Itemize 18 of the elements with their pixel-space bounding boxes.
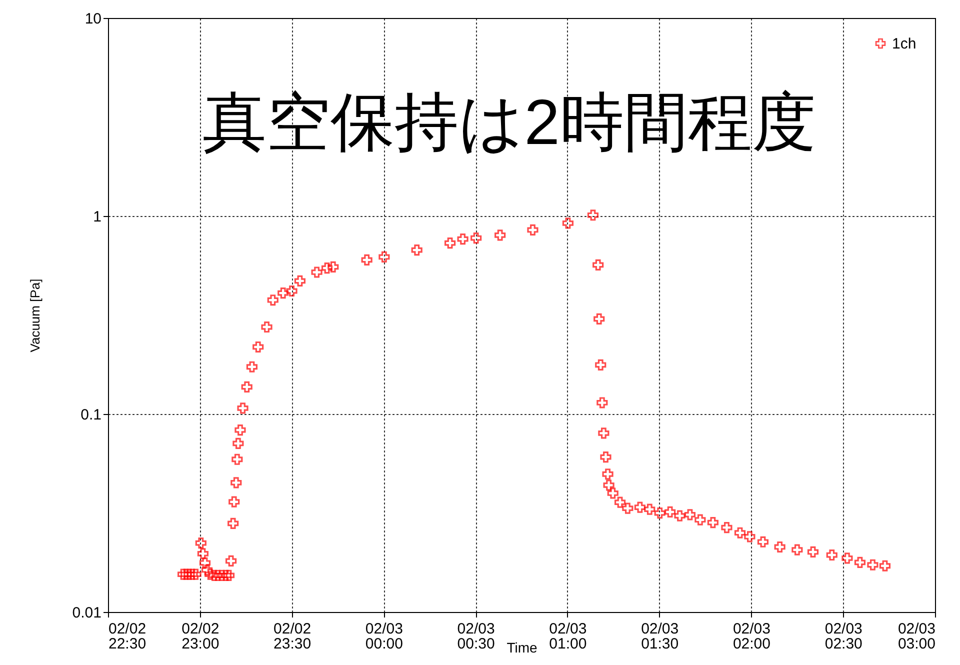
x-tick-label: 02/03 02:30 <box>824 620 862 652</box>
x-tick-label: 02/02 22:30 <box>108 620 146 652</box>
x-tick-label: 02/03 02:00 <box>732 620 770 652</box>
x-axis-title: Time <box>506 640 538 656</box>
x-tick-label: 02/03 00:30 <box>457 620 495 652</box>
y-tick-label: 10 <box>84 10 102 28</box>
x-tick-label: 02/02 23:30 <box>274 620 312 652</box>
y-tick-label: 0.1 <box>80 406 102 424</box>
annotation: 真空保持は2時間程度 <box>202 86 816 158</box>
x-tick-label: 02/02 23:00 <box>182 620 220 652</box>
y-tick-label: 1 <box>93 208 102 226</box>
x-tick-label: 02/03 01:00 <box>549 620 587 652</box>
x-tick-label: 02/03 01:30 <box>641 620 679 652</box>
y-axis-title: Vacuum [Pa] <box>27 278 42 352</box>
x-tick-label: 02/03 03:00 <box>898 620 936 652</box>
legend-label: 1ch <box>892 36 916 52</box>
x-tick-label: 02/03 00:00 <box>365 620 403 652</box>
y-tick-label: 0.01 <box>72 604 102 622</box>
